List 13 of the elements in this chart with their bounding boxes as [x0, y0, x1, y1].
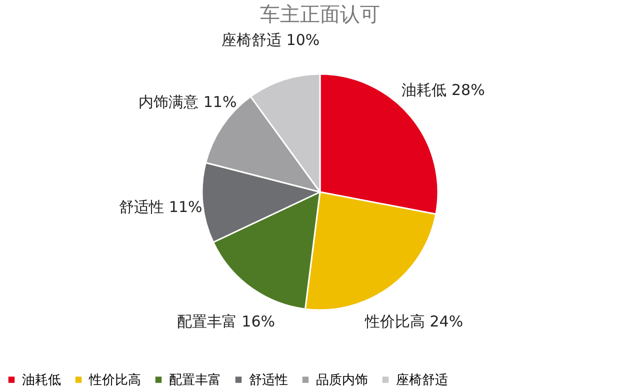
legend-label: 油耗低 — [22, 372, 61, 388]
legend-label: 舒适性 — [249, 372, 288, 388]
legend-label: 品质内饰 — [316, 372, 368, 388]
data-label: 性价比高 24% — [364, 312, 464, 330]
legend-label: 座椅舒适 — [396, 372, 448, 388]
data-label: 舒适性 11% — [119, 198, 202, 216]
chart-title: 车主正面认可 — [260, 2, 380, 26]
legend-label: 性价比高 — [88, 372, 141, 388]
data-label: 配置丰富 16% — [176, 312, 276, 330]
data-label: 座椅舒适 10% — [222, 30, 320, 49]
data-label: 内饰满意 11% — [138, 93, 237, 112]
legend-label: 配置丰富 — [169, 372, 221, 388]
data-label: 油耗低 28% — [402, 81, 485, 100]
